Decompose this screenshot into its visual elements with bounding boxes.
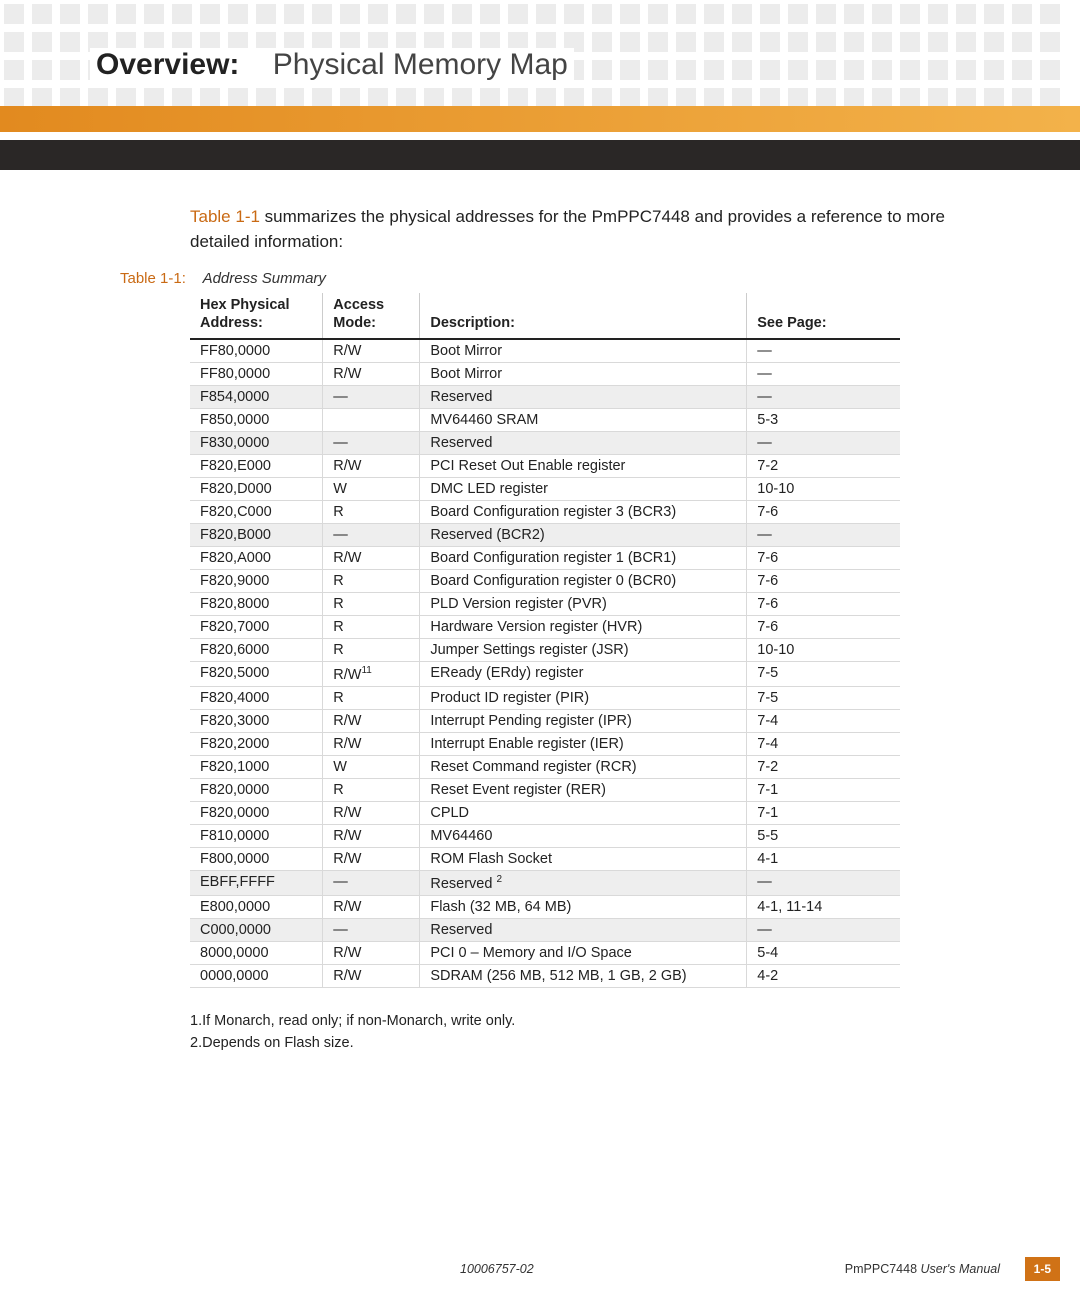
intro-text: summarizes the physical addresses for th… xyxy=(190,207,945,251)
table-row: F820,6000RJumper Settings register (JSR)… xyxy=(190,639,900,662)
table-row: F820,7000RHardware Version register (HVR… xyxy=(190,616,900,639)
table-row: F800,0000R/WROM Flash Socket4-1 xyxy=(190,847,900,870)
table-row: 8000,0000R/WPCI 0 – Memory and I/O Space… xyxy=(190,941,900,964)
table-row: F820,4000RProduct ID register (PIR)7-5 xyxy=(190,686,900,709)
orange-bar xyxy=(0,106,1080,132)
table-row: FF80,0000R/WBoot Mirror— xyxy=(190,363,900,386)
table-row: F820,8000RPLD Version register (PVR)7-6 xyxy=(190,593,900,616)
col-description: Description: xyxy=(420,293,747,339)
footer-docnum: 10006757-02 xyxy=(460,1262,534,1276)
table-row: E800,0000R/WFlash (32 MB, 64 MB)4-1, 11-… xyxy=(190,895,900,918)
caption-text: Address Summary xyxy=(203,270,326,287)
content-area: Table 1-1 summarizes the physical addres… xyxy=(190,205,990,1055)
table-row: F820,A000R/WBoard Configuration register… xyxy=(190,547,900,570)
note-2: 2.Depends on Flash size. xyxy=(190,1032,990,1054)
table-row: EBFF,FFFF—Reserved 2— xyxy=(190,870,900,895)
table-row: F820,0000R/WCPLD7-1 xyxy=(190,801,900,824)
table-header-row: Hex PhysicalAddress: AccessMode: Descrip… xyxy=(190,293,900,339)
table-row: C000,0000—Reserved— xyxy=(190,918,900,941)
col-mode: AccessMode: xyxy=(323,293,420,339)
footer-manual: PmPPC7448 User's Manual xyxy=(845,1262,1000,1276)
footer-page-number: 1-5 xyxy=(1025,1257,1060,1281)
address-summary-table: Hex PhysicalAddress: AccessMode: Descrip… xyxy=(190,293,900,987)
table-body: FF80,0000R/WBoot Mirror—FF80,0000R/WBoot… xyxy=(190,339,900,987)
table-row: F820,E000R/WPCI Reset Out Enable registe… xyxy=(190,455,900,478)
table-row: 0000,0000R/WSDRAM (256 MB, 512 MB, 1 GB,… xyxy=(190,964,900,987)
table-row: F820,B000—Reserved (BCR2)— xyxy=(190,524,900,547)
table-row: F820,1000WReset Command register (RCR)7-… xyxy=(190,755,900,778)
table-row: F830,0000—Reserved— xyxy=(190,432,900,455)
table-row: F820,2000R/WInterrupt Enable register (I… xyxy=(190,732,900,755)
table-row: F810,0000R/WMV644605-5 xyxy=(190,824,900,847)
table-notes: 1.If Monarch, read only; if non-Monarch,… xyxy=(190,1010,990,1055)
table-row: F850,0000MV64460 SRAM5-3 xyxy=(190,409,900,432)
caption-label: Table 1-1: xyxy=(120,270,186,287)
col-address: Hex PhysicalAddress: xyxy=(190,293,323,339)
intro-paragraph: Table 1-1 summarizes the physical addres… xyxy=(190,205,990,254)
table-row: F820,9000RBoard Configuration register 0… xyxy=(190,570,900,593)
table-row: F820,0000RReset Event register (RER)7-1 xyxy=(190,778,900,801)
note-1: 1.If Monarch, read only; if non-Monarch,… xyxy=(190,1010,990,1032)
table-row: F854,0000—Reserved— xyxy=(190,386,900,409)
title-light: Physical Memory Map xyxy=(273,48,568,81)
table-row: F820,C000RBoard Configuration register 3… xyxy=(190,501,900,524)
table-row: F820,3000R/WInterrupt Pending register (… xyxy=(190,709,900,732)
table-row: F820,D000WDMC LED register10-10 xyxy=(190,478,900,501)
page-title: Overview: Physical Memory Map xyxy=(90,48,574,82)
table-row: F820,5000R/W11EReady (ERdy) register7-5 xyxy=(190,662,900,687)
dark-bar xyxy=(0,140,1080,170)
title-bold: Overview: xyxy=(96,48,239,81)
table-caption: Table 1-1: Address Summary xyxy=(120,270,990,287)
intro-table-ref: Table 1-1 xyxy=(190,207,260,226)
col-page: See Page: xyxy=(747,293,900,339)
table-row: FF80,0000R/WBoot Mirror— xyxy=(190,339,900,363)
